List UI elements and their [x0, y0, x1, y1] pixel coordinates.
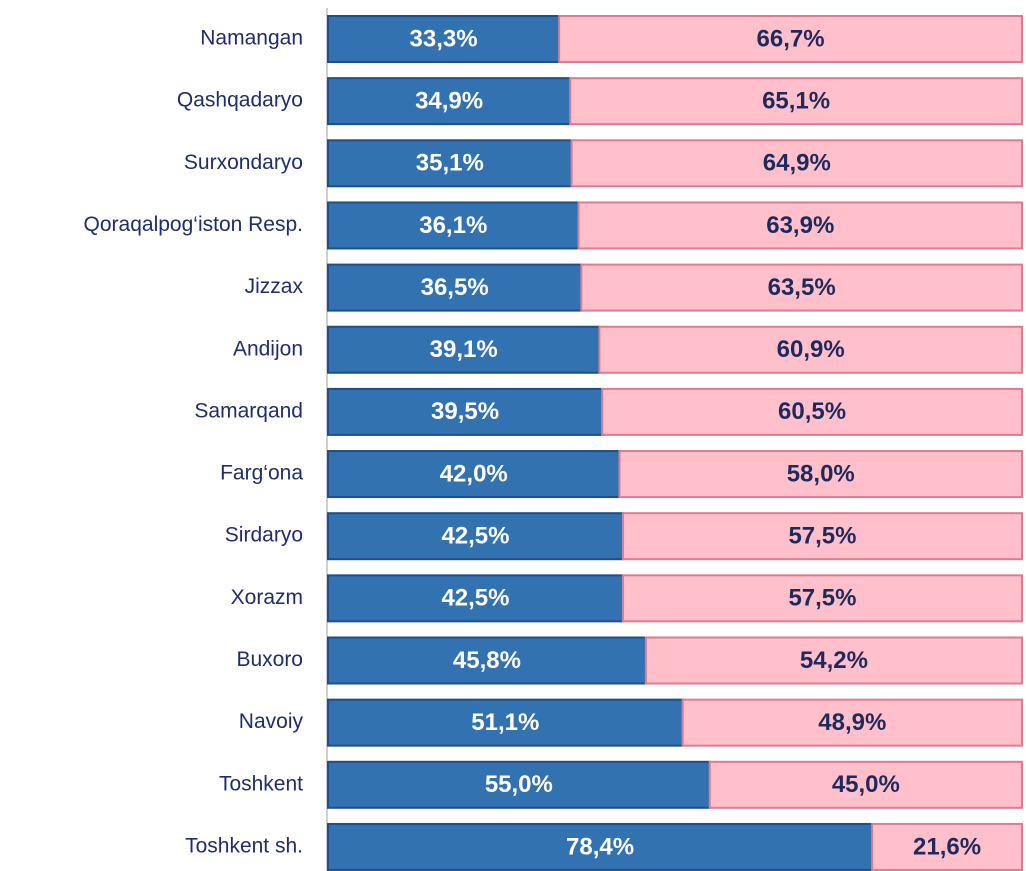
bar-segment — [577, 201, 1023, 250]
bar-segment — [327, 822, 874, 871]
bar-segment — [580, 263, 1023, 312]
value-label: 42,0% — [440, 460, 508, 487]
category-label: Toshkent — [219, 772, 303, 795]
value-label: 45,0% — [832, 771, 900, 798]
value-label: 66,7% — [757, 25, 825, 52]
bar-segment — [327, 387, 604, 436]
bar-segment — [621, 574, 1023, 623]
category-label: Buxoro — [236, 648, 303, 671]
value-label: 36,5% — [421, 274, 489, 301]
category-label: Farg‘ona — [220, 462, 303, 485]
category-label: Xorazm — [231, 586, 303, 609]
value-label: 55,0% — [485, 771, 553, 798]
value-label: 57,5% — [788, 585, 856, 612]
category-label: Andijon — [233, 337, 303, 360]
category-label: Surxondaryo — [184, 151, 303, 174]
category-label: Qashqadaryo — [177, 89, 303, 112]
value-label: 21,6% — [913, 833, 981, 860]
bar-segment — [327, 512, 624, 561]
bar-segment — [681, 698, 1023, 747]
category-label: Toshkent sh. — [185, 834, 303, 857]
value-label: 58,0% — [787, 460, 855, 487]
bar-segment — [327, 450, 621, 499]
value-label: 63,9% — [766, 212, 834, 239]
bar-segment — [708, 760, 1023, 809]
value-label: 34,9% — [415, 87, 483, 114]
bar-segment — [601, 387, 1023, 436]
value-label: 42,5% — [441, 523, 509, 550]
bar-segment — [327, 636, 647, 685]
bar-segment — [621, 512, 1023, 561]
category-label: Jizzax — [245, 275, 304, 298]
bar-segment — [558, 15, 1023, 63]
bar-segment — [327, 574, 624, 623]
value-label: 42,5% — [441, 585, 509, 612]
bar-segment — [618, 450, 1023, 499]
value-label: 65,1% — [762, 87, 830, 114]
value-label: 57,5% — [788, 523, 856, 550]
value-label: 60,9% — [777, 336, 845, 363]
bar-segment — [871, 822, 1024, 871]
bar-segment — [327, 77, 572, 126]
category-label: Namangan — [200, 27, 303, 50]
value-label: 33,3% — [410, 25, 478, 52]
bar-segment — [570, 139, 1023, 188]
value-label: 35,1% — [416, 150, 484, 177]
value-label: 48,9% — [818, 709, 886, 736]
value-label: 63,5% — [768, 274, 836, 301]
category-label: Sirdaryo — [225, 524, 303, 547]
bar-segment — [327, 698, 684, 747]
value-label: 78,4% — [566, 833, 634, 860]
value-label: 60,5% — [778, 398, 846, 425]
value-label: 45,8% — [453, 647, 521, 674]
bar-segment — [327, 263, 583, 312]
value-label: 39,5% — [431, 398, 499, 425]
category-label: Qoraqalpog‘iston Resp. — [84, 213, 303, 236]
category-label: Navoiy — [239, 710, 304, 733]
bar-segment — [569, 77, 1023, 126]
value-label: 36,1% — [419, 212, 487, 239]
bar-segment — [327, 325, 601, 374]
value-label: 64,9% — [763, 150, 831, 177]
value-label: 39,1% — [430, 336, 498, 363]
bar-segment — [644, 636, 1023, 685]
value-label: 54,2% — [800, 647, 868, 674]
category-label: Samarqand — [194, 399, 303, 422]
value-label: 51,1% — [471, 709, 539, 736]
bar-segment — [598, 325, 1023, 374]
